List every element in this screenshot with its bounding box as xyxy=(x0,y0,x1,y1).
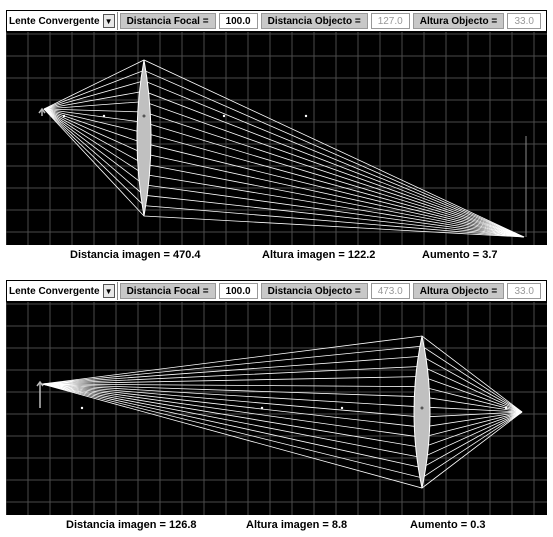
object-distance-label: Distancia Objecto = xyxy=(260,283,368,299)
lens-type-value: Lente Convergente xyxy=(9,15,100,27)
lens-simulation-panel: Lente Convergente ▼ Distancia Focal = 10… xyxy=(6,280,547,537)
focal-distance-label: Distancia Focal = xyxy=(119,13,216,29)
magnification-readout: Aumento = 3.7 xyxy=(422,249,498,261)
object-distance-input[interactable]: 473.0 xyxy=(370,283,410,299)
image-distance-readout: Distancia imagen = 470.4 xyxy=(70,249,201,261)
chevron-down-icon[interactable]: ▼ xyxy=(102,14,115,28)
focal-distance-input[interactable]: 100.0 xyxy=(218,283,258,299)
object-height-input[interactable]: 33.0 xyxy=(507,13,542,29)
lens-center-marker xyxy=(420,406,424,410)
object-arrow-head xyxy=(38,107,46,114)
focal-point-marker xyxy=(340,406,344,410)
convergent-lens xyxy=(413,335,431,489)
object-height-label: Altura Objecto = xyxy=(412,283,505,299)
optics-canvas[interactable] xyxy=(6,302,547,515)
light-ray xyxy=(41,383,523,469)
lens-type-select[interactable]: Lente Convergente ▼ xyxy=(7,282,118,300)
object-distance-label: Distancia Objecto = xyxy=(260,13,368,29)
ray-diagram[interactable] xyxy=(6,32,547,245)
focal-distance-label: Distancia Focal = xyxy=(119,283,216,299)
parameter-toolbar: Lente Convergente ▼ Distancia Focal = 10… xyxy=(6,10,547,32)
lens-simulation-panel: Lente Convergente ▼ Distancia Focal = 10… xyxy=(6,10,547,267)
light-ray xyxy=(41,335,523,413)
lens-type-value: Lente Convergente xyxy=(9,285,100,297)
results-bar: Distancia imagen = 470.4 Altura imagen =… xyxy=(6,245,547,267)
ray-diagram[interactable] xyxy=(6,302,547,515)
image-height-readout: Altura imagen = 8.8 xyxy=(246,519,348,531)
object-arrow-head xyxy=(36,380,44,387)
optics-canvas[interactable] xyxy=(6,32,547,245)
object-distance-input[interactable]: 127.0 xyxy=(370,13,410,29)
light-ray xyxy=(41,383,523,418)
focal-point-marker xyxy=(222,114,226,118)
chevron-down-icon[interactable]: ▼ xyxy=(102,284,115,298)
results-bar: Distancia imagen = 126.8 Altura imagen =… xyxy=(6,515,547,537)
focal-point-marker xyxy=(80,406,84,410)
light-ray xyxy=(41,383,523,459)
parameter-toolbar: Lente Convergente ▼ Distancia Focal = 10… xyxy=(6,280,547,302)
image-height-readout: Altura imagen = 122.2 xyxy=(262,249,376,261)
convergent-lens xyxy=(136,59,152,217)
object-height-label: Altura Objecto = xyxy=(412,13,505,29)
image-distance-readout: Distancia imagen = 126.8 xyxy=(66,519,197,531)
object-height-input[interactable]: 33.0 xyxy=(507,283,542,299)
lens-type-select[interactable]: Lente Convergente ▼ xyxy=(7,12,118,30)
focal-point-marker xyxy=(304,114,308,118)
lens-center-marker xyxy=(142,114,146,118)
focal-distance-input[interactable]: 100.0 xyxy=(218,13,258,29)
magnification-readout: Aumento = 0.3 xyxy=(410,519,486,531)
